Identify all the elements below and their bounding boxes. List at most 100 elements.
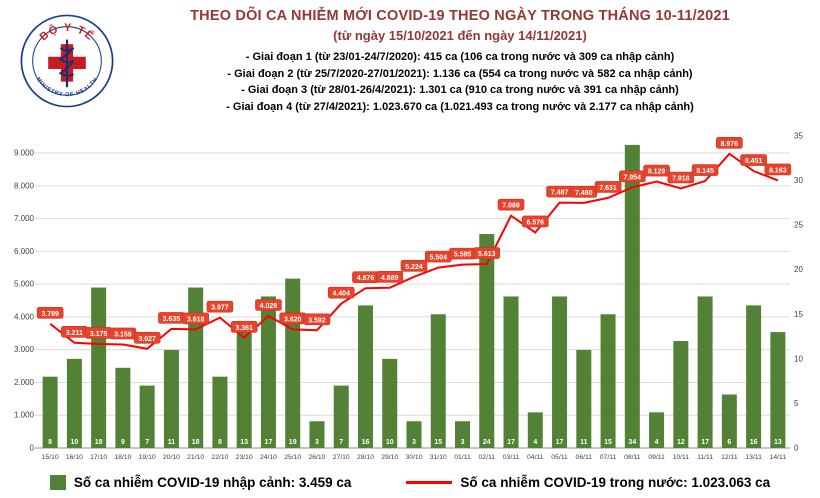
green-bar-swatch	[49, 475, 66, 490]
x-axis-date-label: 17/10	[90, 454, 107, 461]
chart-bar	[455, 421, 471, 448]
left-axis-tick-label: 8.000	[14, 181, 35, 190]
bar-value-label: 4	[655, 439, 659, 446]
bar-value-label: 3	[315, 439, 319, 446]
legend-imported-label: Số ca nhiễm COVID-19 nhập cảnh: 3.459 ca	[73, 475, 352, 490]
line-value-text: 6.576	[527, 219, 545, 226]
x-axis-date-label: 05/11	[551, 454, 568, 461]
phase-4-line: - Giai đoạn 4 (từ 27/4/2021): 1.023.670 …	[226, 100, 694, 113]
chart-bar	[309, 421, 325, 448]
bar-value-label: 7	[145, 439, 149, 446]
x-axis-date-label: 10/11	[673, 454, 690, 461]
left-axis-tick-label: 9.000	[14, 149, 35, 158]
chart-bar	[357, 305, 373, 448]
line-value-text: 4.404	[332, 291, 350, 298]
chart-subtitle: (từ ngày 15/10/2021 đến ngày 14/11/2021)	[333, 28, 587, 43]
legend-domestic-label: Số ca nhiễm COVID-19 trong nước: 1.023.0…	[460, 475, 771, 490]
bar-value-label: 13	[774, 439, 782, 446]
line-value-box	[327, 286, 355, 299]
line-value-labels: 3.789 3.211 3.175 3.159 3.027 3.635 3.618 3.977…	[36, 137, 792, 344]
phase-3-line: - Giai đoạn 3 (từ 28/01-26/4/2021): 1.30…	[241, 84, 679, 96]
chart-bar	[91, 287, 107, 448]
chart-bar	[430, 314, 446, 448]
line-value-text: 3.618	[187, 316, 205, 323]
chart-bar	[600, 314, 616, 448]
chart-bar	[188, 287, 204, 448]
right-axis-labels: 0 5 10 15 20 25 30 35	[794, 132, 803, 453]
x-axis-date-label: 21/10	[187, 454, 204, 461]
bars-imported-series: 8 10 18 9 7 11 18 8 13 17 19 3 7 16 10 3 15 3 24 17 4 17 11 15 3…	[42, 144, 786, 448]
chart-bar	[42, 376, 58, 448]
x-axis-date-label: 22/10	[211, 454, 228, 461]
bar-value-label: 11	[168, 439, 176, 446]
line-value-box	[133, 331, 161, 344]
x-axis-date-label: 26/10	[308, 454, 325, 461]
left-axis-tick-label: 0	[30, 444, 35, 453]
chart-bar	[527, 412, 543, 448]
chart-bar	[406, 421, 422, 448]
bar-value-label: 18	[192, 439, 200, 446]
bar-value-label: 15	[434, 439, 442, 446]
right-axis-tick-label: 25	[794, 221, 803, 230]
covid-chart-svg: 8 10 18 9 7 11 18 8 13 17 19 3 7 16 10 3 15 3 24 17 4 17 11 15 3…	[14, 132, 803, 462]
line-value-text: 7.480	[575, 190, 593, 197]
bar-value-label: 19	[289, 439, 297, 446]
line-value-text: 3.159	[114, 331, 132, 338]
line-value-box	[230, 321, 258, 333]
chart-bar	[721, 394, 737, 448]
bar-value-label: 17	[265, 439, 273, 446]
x-axis-date-label: 20/10	[163, 454, 180, 461]
x-axis-date-label: 11/11	[697, 454, 713, 461]
line-value-box	[764, 163, 792, 176]
chart-bar	[139, 385, 155, 448]
bar-value-label: 16	[750, 439, 758, 446]
chart-bar	[649, 412, 665, 448]
line-value-text: 3.211	[66, 330, 83, 337]
line-value-text: 3.977	[211, 305, 229, 312]
chart-bar	[115, 367, 131, 448]
x-axis-date-label: 31/10	[430, 454, 447, 461]
x-axis-date-label: 24/10	[260, 454, 277, 461]
phase-2-line: - Giai đoạn 2 (từ 25/7/2020-27/01/2021):…	[227, 67, 693, 80]
bar-value-label: 8	[48, 439, 52, 446]
legend-item-domestic: Số ca nhiễm COVID-19 trong nước: 1.023.0…	[406, 475, 770, 490]
bar-value-label: 34	[628, 439, 636, 446]
line-value-box	[521, 215, 549, 228]
line-value-text: 3.027	[138, 336, 156, 343]
line-value-box	[740, 154, 767, 166]
line-value-box	[691, 164, 719, 176]
line-value-box	[36, 307, 64, 319]
line-value-box	[667, 171, 695, 184]
domestic-cases-line	[49, 152, 779, 350]
left-axis-labels: 0 1.000 2.000 3.000 4.000 5.000 6.000 7.000 8.00…	[14, 149, 35, 453]
line-value-text: 8.976	[721, 141, 739, 148]
line-value-text: 3.620	[284, 316, 302, 323]
line-value-text: 3.361	[235, 325, 253, 332]
bar-value-label: 10	[70, 439, 78, 446]
right-axis-tick-label: 30	[794, 176, 803, 185]
chart-title: THEO DÕI CA NHIỄM MỚI COVID-19 THEO NGÀY…	[190, 8, 730, 24]
x-axis-date-label: 01/11	[454, 454, 471, 461]
x-axis-date-label: 04/11	[527, 454, 544, 461]
snake-icon	[58, 47, 75, 77]
x-axis-date-label: 07/11	[600, 454, 617, 461]
line-value-text: 7.918	[672, 176, 690, 183]
chart-bar	[212, 376, 228, 448]
left-axis-tick-label: 6.000	[14, 247, 35, 256]
x-axis-date-label: 19/10	[139, 454, 156, 461]
line-value-text: 7.089	[502, 203, 520, 210]
chart-bar	[260, 296, 276, 448]
chart-bar	[163, 349, 179, 448]
right-axis-tick-label: 35	[794, 132, 803, 141]
chart-header: THEO DÕI CA NHIỄM MỚI COVID-19 THEO NGÀY…	[118, 8, 802, 115]
line-value-box	[473, 247, 501, 259]
x-axis-date-label: 12/11	[721, 454, 738, 461]
chart-bar	[66, 358, 82, 448]
bar-value-label: 18	[95, 439, 103, 446]
x-axis-date-label: 14/11	[770, 454, 787, 461]
chart-bar	[552, 296, 568, 448]
line-value-text: 5.613	[478, 251, 496, 258]
bar-value-label: 17	[507, 439, 515, 446]
chart-bar	[770, 332, 786, 448]
line-value-text: 5.504	[429, 255, 447, 262]
